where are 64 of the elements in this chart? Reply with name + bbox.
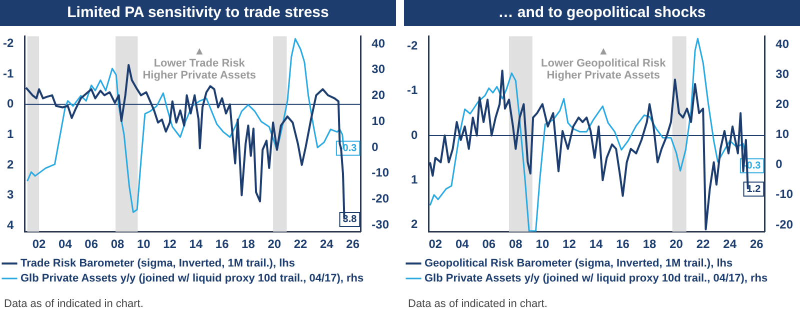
chart-title: Limited PA sensitivity to trade stress: [0, 0, 396, 26]
y-tick-label: 0: [6, 96, 14, 111]
x-tick-label: 08: [509, 237, 523, 252]
y2-tick-label: -10: [776, 187, 794, 202]
legend-label: Geopolitical Risk Barometer (sigma, Inverted, 1M trail.), lhs: [424, 258, 733, 270]
x-tick-label: 26: [750, 237, 764, 252]
x-tick-label: 06: [482, 237, 496, 252]
y2-tick-label: 30: [776, 66, 790, 81]
y2-tick-label: 10: [372, 114, 386, 128]
x-tick-label: 22: [696, 237, 710, 252]
y2-tick-label: 40: [776, 36, 790, 51]
x-tick-label: 02: [428, 237, 442, 252]
x-tick-label: 24: [723, 237, 737, 252]
x-tick-label: 26: [346, 237, 360, 252]
y2-tick-label: -20: [372, 192, 390, 206]
y2-tick-label: 10: [776, 127, 790, 142]
x-tick-label: 14: [589, 237, 603, 252]
y-tick-label: 0: [410, 128, 418, 142]
x-tick-label: 10: [136, 237, 151, 252]
x-tick-label: 06: [84, 237, 98, 252]
legend-label: Glb Private Assets y/y (joined w/ liquid proxy 10d trail., 04/17), rhs: [20, 272, 364, 285]
annotation: ▲ Lower Trade Risk Higher Private Assets: [142, 46, 256, 82]
y2-tick-label: -10: [372, 166, 390, 180]
x-tick-label: 02: [32, 237, 46, 252]
x-tick-label: 08: [110, 237, 124, 252]
x-tick-label: 10: [536, 237, 550, 252]
x-tick-label: 14: [189, 237, 203, 252]
y-tick-label: -1: [3, 66, 14, 80]
data-label: 1.2: [746, 184, 762, 195]
y-tick-label: 3: [6, 188, 14, 202]
y2-tick-label: 0: [776, 157, 783, 172]
y-tick-label: -2: [3, 36, 14, 50]
annotation: ▲ Lower Geopolitical Risk Higher Private Assets: [541, 46, 667, 82]
y2-tick-label: 40: [372, 36, 386, 50]
text: Data as of indicated in chart.: [407, 297, 548, 312]
legend-label: Glb Private Assets y/y (joined w/ liquid proxy 10d trail., 04/17), rhs: [424, 272, 768, 285]
x-tick-label: 04: [58, 237, 72, 252]
y2-tick-label: 30: [372, 62, 386, 76]
x-tick-label: 16: [215, 237, 230, 252]
y2-tick-label: -20: [776, 217, 794, 232]
y-tick-label: 2: [410, 217, 418, 232]
x-tick-label: 04: [455, 237, 470, 252]
x-tick-label: 12: [562, 237, 576, 252]
x-tick-label: 12: [163, 237, 177, 252]
text: Data as of indicated in chart.: [3, 297, 144, 312]
y-tick-label: 1: [410, 172, 418, 186]
y-tick-label: -1: [407, 83, 418, 98]
y2-tick-label: 0: [372, 140, 379, 154]
x-tick-label: 20: [268, 237, 282, 252]
y2-tick-label: -30: [372, 217, 390, 232]
y2-tick-label: 20: [372, 88, 386, 102]
x-tick-label: 20: [670, 237, 684, 252]
x-tick-label: 24: [320, 237, 334, 252]
x-tick-label: 22: [294, 237, 308, 252]
x-tick-label: 18: [642, 237, 657, 252]
y-tick-label: -2: [407, 38, 418, 52]
y2-tick-label: 20: [776, 97, 790, 112]
chart-title: … and to geopolitical shocks: [404, 0, 800, 26]
y-tick-label: 2: [6, 157, 14, 172]
y-tick-label: 1: [6, 126, 14, 141]
y-tick-label: 4: [6, 218, 14, 232]
legend-label: Trade Risk Barometer (sigma, Inverted, 1M trail.), lhs: [20, 258, 295, 270]
x-tick-label: 16: [616, 237, 630, 252]
x-tick-label: 18: [242, 237, 256, 252]
